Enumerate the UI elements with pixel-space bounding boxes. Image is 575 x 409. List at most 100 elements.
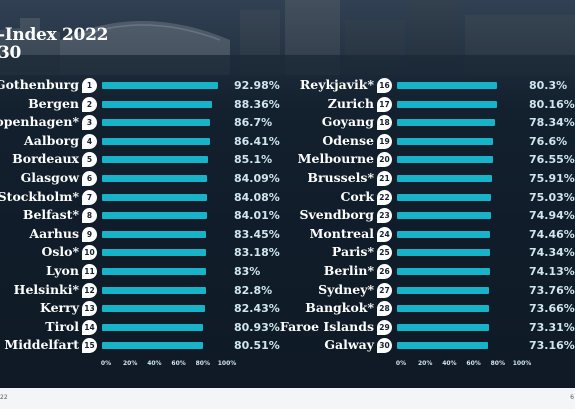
city-label: Faroe Islands <box>279 318 374 334</box>
city-label: Sydney* <box>318 281 374 297</box>
city-label: Bordeaux <box>12 151 79 167</box>
city-label: Cork <box>340 188 374 204</box>
rank-badge: 19 <box>377 133 392 149</box>
bar <box>102 268 206 275</box>
x-tick-label: 100% <box>512 360 532 367</box>
rank-badge: 2 <box>82 96 97 112</box>
x-tick-label: 20% <box>123 360 138 367</box>
bar <box>397 342 489 350</box>
data-label: 74.13% <box>529 265 575 278</box>
x-tick-label: 80% <box>195 360 210 367</box>
x-tick-label: 80% <box>490 360 505 367</box>
bar <box>397 230 491 238</box>
rank-badge: 4 <box>82 133 97 149</box>
rank-badge: 6 <box>82 171 97 186</box>
city-label: Aalborg <box>24 132 79 148</box>
bar <box>397 305 490 313</box>
city-label: Middelfart <box>4 337 79 353</box>
bar <box>102 342 203 350</box>
rank-badge: 29 <box>377 319 392 335</box>
bar <box>397 193 491 201</box>
bar <box>102 175 208 182</box>
x-tick-label: 0% <box>395 360 407 367</box>
data-label: 78.34% <box>529 116 575 130</box>
city-label: Goyang <box>321 114 374 130</box>
data-label: 84.01% <box>234 209 280 223</box>
bar <box>102 323 204 331</box>
data-label: 86.7% <box>234 116 273 130</box>
data-label: 80.51% <box>234 339 280 353</box>
rank-badge: 3 <box>82 115 97 131</box>
bar <box>397 100 498 108</box>
bar <box>102 119 211 127</box>
data-label: 73.66% <box>529 302 575 316</box>
city-label: Helsinki* <box>13 281 79 297</box>
bar <box>102 193 208 201</box>
data-label: 76.6% <box>529 134 568 148</box>
data-label: 75.03% <box>529 190 575 204</box>
data-label: 73.76% <box>529 283 575 297</box>
data-label: 80.3% <box>529 79 568 92</box>
rank-badge: 13 <box>82 301 97 317</box>
city-label: Melbourne <box>297 151 374 167</box>
rank-badge: 18 <box>377 115 392 131</box>
data-label: 85.1% <box>234 153 273 167</box>
rank-badge: 11 <box>82 264 97 279</box>
bar <box>102 249 206 257</box>
bar <box>102 305 206 313</box>
data-label: 74.94% <box>529 209 575 223</box>
rank-badge: 12 <box>82 282 97 298</box>
city-label: Copenhagen* <box>0 114 79 130</box>
city-label: Lyon <box>45 263 79 278</box>
data-label: 80.16% <box>529 97 575 111</box>
bar <box>397 137 493 145</box>
bar <box>102 212 207 220</box>
data-label: 73.31% <box>529 320 575 334</box>
rank-badge: 20 <box>377 152 392 168</box>
data-label: 84.08% <box>234 190 280 204</box>
title-line-2: 30 <box>0 43 22 63</box>
data-label: 88.36% <box>234 97 280 111</box>
x-tick-label: 100% <box>217 360 237 367</box>
data-label: 92.98% <box>234 79 280 92</box>
city-skyline-image <box>0 0 575 75</box>
data-label: 80.93% <box>234 320 280 334</box>
bar <box>102 286 206 294</box>
rank-badge: 22 <box>377 189 392 205</box>
city-label: Kerry <box>40 300 79 316</box>
chart-background: -Index 2022 30 Gothenburg 1 92.98% Bergen 2 8… <box>0 0 575 388</box>
bar <box>397 249 490 257</box>
city-label: Reykjavik* <box>299 77 374 92</box>
data-label: 76.55% <box>529 153 575 167</box>
city-label: Montreal <box>309 225 374 241</box>
bar <box>102 82 219 89</box>
x-tick-label: 60% <box>171 360 186 367</box>
data-label: 83.45% <box>234 227 280 241</box>
city-label: Stockholm* <box>0 188 79 204</box>
city-label: Bergen <box>28 95 79 111</box>
page-title: -Index 2022 30 <box>0 26 108 62</box>
rank-badge: 28 <box>377 301 392 317</box>
bar <box>102 156 209 164</box>
city-label: Brussels* <box>307 170 374 185</box>
rank-badge: 21 <box>377 171 392 186</box>
bar <box>397 268 490 275</box>
rank-badge: 1 <box>82 78 97 93</box>
title-line-1: -Index 2022 <box>0 25 109 45</box>
data-label: 83.18% <box>234 246 280 260</box>
rank-badge: 17 <box>377 96 392 112</box>
city-label: Paris* <box>331 244 374 260</box>
x-tick-label: 60% <box>466 360 481 367</box>
data-label: 83% <box>234 265 261 278</box>
rank-badge: 14 <box>82 319 97 335</box>
bar <box>102 100 213 108</box>
x-tick-label: 0% <box>100 360 112 367</box>
x-tick-label: 40% <box>147 360 162 367</box>
footer-bar: 22 6 <box>0 388 575 409</box>
city-label: Odense <box>322 132 374 148</box>
rank-badge: 10 <box>82 245 97 261</box>
data-label: 75.91% <box>529 172 575 185</box>
page-number: 6 <box>570 394 574 401</box>
city-label: Berlin* <box>323 263 374 278</box>
rank-badge: 23 <box>377 208 392 224</box>
